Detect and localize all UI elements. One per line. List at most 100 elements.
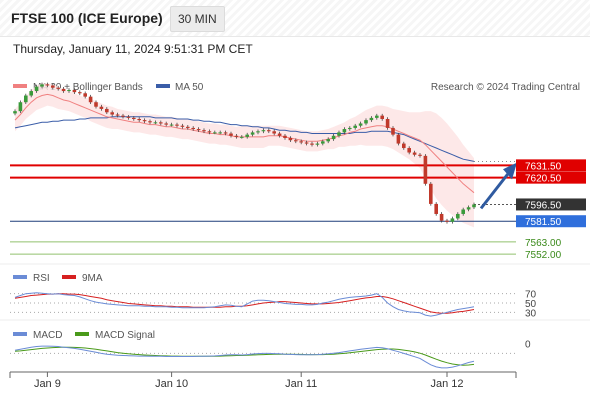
candle-body-65 <box>364 120 368 124</box>
candle-body-11 <box>72 89 77 93</box>
ma50-legend-label: MA 50 <box>175 82 204 93</box>
timestamp: Thursday, January 11, 2024 9:51:31 PM CE… <box>13 42 253 56</box>
candle-body-75 <box>418 154 422 156</box>
candle-body-79 <box>439 213 444 221</box>
candle-body-0 <box>13 111 17 114</box>
candle-body-50 <box>283 135 287 138</box>
candle-body-1 <box>18 102 23 112</box>
candle-body-52 <box>294 140 298 142</box>
candle-body-28 <box>164 123 168 125</box>
ma20-line <box>14 93 475 194</box>
candle-body-25 <box>148 121 152 123</box>
candle-body-34 <box>196 129 201 131</box>
candle-body-3 <box>29 91 33 96</box>
candle-body-35 <box>202 130 206 132</box>
candle-body-84 <box>466 207 471 210</box>
rsi-line <box>14 292 475 317</box>
macd-legend-label: MACD <box>33 330 62 341</box>
support-label-4: 7563.00 <box>525 238 562 249</box>
candle-body-15 <box>94 102 98 107</box>
rsi-ma-legend-swatch <box>62 275 76 279</box>
candle-body-77 <box>429 183 433 204</box>
macd-legend-swatch <box>13 332 27 336</box>
rsi-level-label-2: 30 <box>525 308 537 319</box>
resistance-label-1: 7620.50 <box>525 174 562 185</box>
candle-body-30 <box>175 124 179 126</box>
ma50-line <box>14 116 475 162</box>
candle-body-44 <box>250 132 255 135</box>
candle-body-54 <box>304 142 309 144</box>
candle-body-41 <box>234 135 239 137</box>
ma50-legend-swatch <box>156 84 170 88</box>
rsi-level-label-0: 70 <box>525 290 537 301</box>
candle-body-83 <box>461 209 465 214</box>
interval-button[interactable]: 30 MIN <box>170 6 225 32</box>
candle-body-51 <box>288 137 293 141</box>
candle-body-27 <box>159 122 163 124</box>
candle-body-48 <box>272 131 276 134</box>
candle-body-16 <box>99 106 104 109</box>
arrow-head <box>503 162 517 180</box>
candle-body-70 <box>391 127 395 135</box>
candle-body-17 <box>105 108 109 113</box>
candle-body-80 <box>445 220 449 222</box>
candle-body-47 <box>267 130 271 132</box>
x-tick-label-2: Jan 11 <box>285 378 317 390</box>
macd-signal-line <box>14 346 475 366</box>
candle-body-37 <box>213 132 217 134</box>
candle-body-20 <box>121 115 125 117</box>
macd-lines: 0 <box>10 339 531 369</box>
candle-body-33 <box>191 127 195 130</box>
candle-body-67 <box>375 115 379 118</box>
resistance-label-0: 7631.50 <box>525 161 562 172</box>
candle-body-76 <box>423 155 428 184</box>
pivot-label-3: 7581.50 <box>525 217 562 228</box>
x-tick-label-3: Jan 12 <box>430 378 463 390</box>
candle-body-31 <box>180 125 185 127</box>
candle-body-63 <box>353 125 357 128</box>
candle-body-81 <box>450 218 455 222</box>
candle-body-22 <box>132 117 136 119</box>
candle-body-7 <box>51 85 55 88</box>
instrument-title: FTSE 100 (ICE Europe) <box>11 10 163 26</box>
candle-body-2 <box>24 95 28 103</box>
rsi-legend-swatch <box>13 275 27 279</box>
candle-body-19 <box>115 114 120 116</box>
macd-signal-legend-swatch <box>75 332 89 336</box>
candle-body-40 <box>229 133 233 136</box>
candle-body-38 <box>218 132 222 134</box>
candle-body-58 <box>326 139 330 142</box>
last-label-2: 7596.50 <box>525 200 562 211</box>
rsi-ma-line <box>14 293 475 314</box>
candle-body-9 <box>61 88 66 92</box>
candle-body-21 <box>126 116 131 118</box>
candle-body-74 <box>412 152 417 155</box>
candle-body-66 <box>369 117 374 121</box>
bollinger-bands <box>15 83 474 228</box>
candle-body-42 <box>240 136 244 138</box>
candle-body-64 <box>358 123 363 126</box>
candle-body-46 <box>261 130 266 132</box>
candle-body-23 <box>137 118 141 121</box>
candle-body-45 <box>256 131 260 133</box>
rsi-legend-label: RSI <box>33 273 50 284</box>
last-label-bg-2 <box>516 198 586 211</box>
candle-body-29 <box>169 124 174 126</box>
level-labels: 7631.50 7620.50 7596.50 7581.50 7563.007552.… <box>516 159 586 261</box>
price-levels <box>10 160 516 255</box>
candle-body-71 <box>396 134 401 144</box>
candle-body-56 <box>315 143 320 145</box>
candle-body-26 <box>153 122 158 124</box>
candle-body-39 <box>223 132 228 134</box>
candle-body-18 <box>110 112 114 115</box>
pivot-label-bg-3 <box>516 215 586 228</box>
candle-body-43 <box>245 134 249 137</box>
candles <box>13 82 476 224</box>
candle-body-69 <box>385 118 390 128</box>
x-axis-ticks: Jan 9 Jan 10 Jan 11 Jan 12 <box>9 372 464 390</box>
candle-body-57 <box>321 141 325 144</box>
candle-body-62 <box>348 127 352 130</box>
candle-body-8 <box>56 87 60 89</box>
